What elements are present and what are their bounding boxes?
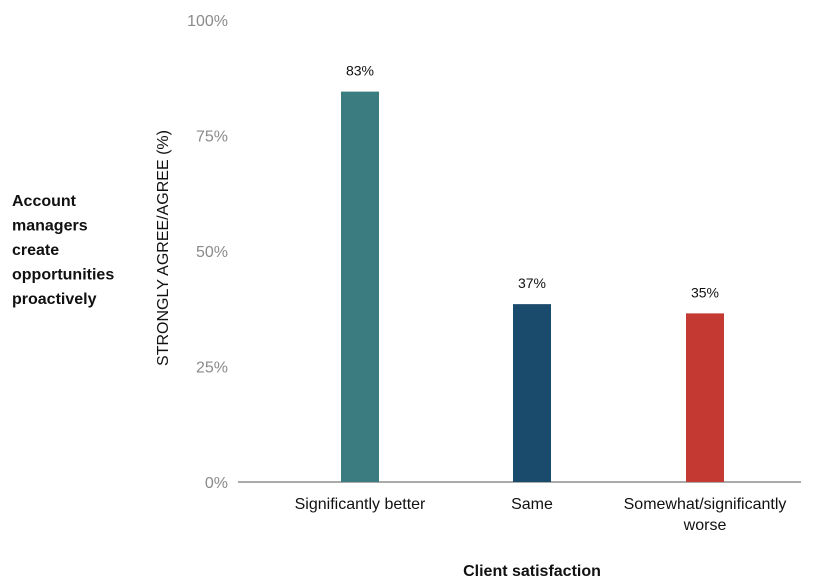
x-axis-label: Client satisfaction xyxy=(463,563,601,580)
y-tick-label: 100% xyxy=(187,13,228,30)
x-category-line: Same xyxy=(511,496,553,513)
row-label-line: opportunities xyxy=(12,267,114,284)
bar-1 xyxy=(341,91,379,483)
bars xyxy=(341,91,724,483)
row-label-line: Account xyxy=(12,193,77,210)
row-label-line: managers xyxy=(12,218,88,235)
row-label-line: create xyxy=(12,242,59,259)
bar-3 xyxy=(686,313,724,482)
x-category-line: worse xyxy=(683,517,727,534)
row-label-line: proactively xyxy=(12,291,97,308)
y-tick-label: 25% xyxy=(196,360,228,377)
x-category-label: Somewhat/significantly worse xyxy=(624,496,787,534)
data-labels: 83% 37% 35% xyxy=(346,63,719,301)
data-label: 83% xyxy=(346,63,374,79)
data-label: 37% xyxy=(518,275,546,291)
y-tick-label: 0% xyxy=(205,475,228,492)
y-axis-ticks: 0% 25% 50% 75% 100% xyxy=(187,13,228,492)
x-category-line: Significantly better xyxy=(295,496,426,513)
x-category-label: Significantly better xyxy=(295,496,426,513)
y-tick-label: 75% xyxy=(196,129,228,146)
data-label: 35% xyxy=(691,284,719,300)
x-category-line: Somewhat/significantly xyxy=(624,496,787,513)
row-label: Account managers create opportunities proact… xyxy=(12,193,114,308)
bar-2 xyxy=(513,304,551,482)
x-category-label: Same xyxy=(511,496,553,513)
x-axis-categories: Significantly better Same Somewhat/signifi… xyxy=(295,496,787,534)
y-tick-label: 50% xyxy=(196,244,228,261)
y-axis-label: STRONGLY AGREE/AGREE (%) xyxy=(155,130,172,366)
